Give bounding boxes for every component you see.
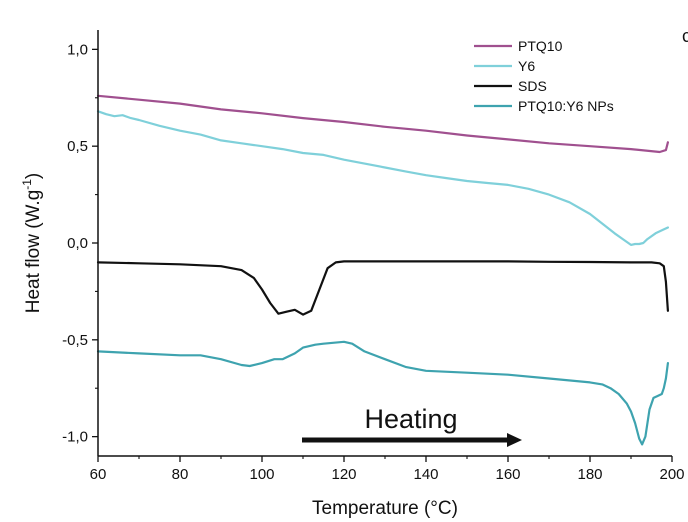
series-line-0: [96, 94, 669, 154]
y-axis-title-sup: -1: [20, 179, 34, 190]
y-axis-title: Heat flow (W.g-1): [20, 173, 44, 314]
legend-label: Y6: [518, 58, 535, 74]
heating-annotation-label: Heating: [364, 404, 457, 434]
y-ticks: 1,0 0,5 0,0 -0,5 -1,0: [62, 41, 98, 446]
x-axis-title: Temperature (°C): [312, 498, 458, 519]
legend: PTQ10 Y6 SDS PTQ10:Y6 NPs: [474, 38, 614, 114]
y-axis-title-main: Heat flow (W.g: [23, 190, 44, 314]
y-tick-label: -0,5: [62, 332, 88, 349]
series-line-2: [96, 260, 669, 316]
x-tick-label: 140: [413, 466, 438, 483]
x-tick-label: 160: [495, 466, 520, 483]
y-tick-label: 0,0: [67, 235, 88, 252]
x-tick-label: 120: [331, 466, 356, 483]
x-tick-label: 200: [659, 466, 684, 483]
x-ticks: 60 80 100 120 140 160 180 200: [90, 456, 685, 483]
y-tick-label: 0,5: [67, 138, 88, 155]
legend-label: PTQ10:Y6 NPs: [518, 98, 614, 114]
x-tick-label: 60: [90, 466, 107, 483]
legend-label: PTQ10: [518, 38, 563, 54]
y-tick-label: 1,0: [67, 41, 88, 58]
x-tick-label: 100: [249, 466, 274, 483]
x-tick-label: 80: [172, 466, 189, 483]
panel-label: c: [682, 26, 688, 46]
heating-arrow-head: [507, 433, 522, 447]
y-tick-label: -1,0: [62, 429, 88, 446]
y-axis-title-close: ): [23, 173, 44, 179]
legend-label: SDS: [518, 78, 547, 94]
plot-lines: [96, 94, 669, 446]
series-line-3: [96, 340, 669, 446]
series-line-1: [96, 110, 669, 246]
x-tick-label: 180: [577, 466, 602, 483]
